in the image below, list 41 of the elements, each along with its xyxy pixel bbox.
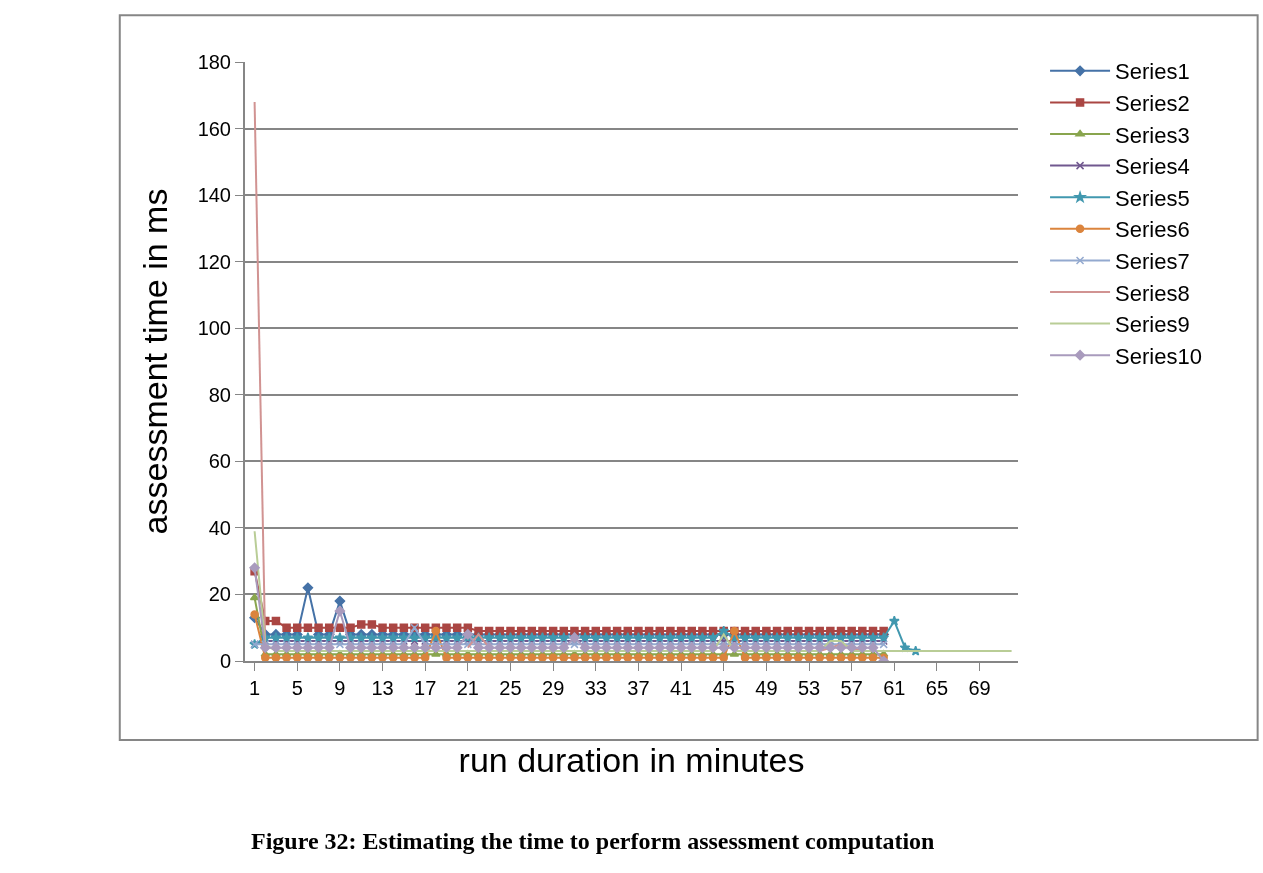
x-tick-label: 69 bbox=[968, 677, 991, 699]
x-tick-label: 61 bbox=[883, 677, 906, 699]
y-tick-label: 20 bbox=[208, 583, 231, 606]
y-tick-label: 120 bbox=[197, 250, 231, 273]
x-tick-label: 65 bbox=[925, 677, 949, 699]
x-tick-label: 25 bbox=[499, 677, 522, 699]
x-tick-label: 41 bbox=[669, 677, 693, 699]
legend-label: Series3 bbox=[1115, 122, 1190, 148]
x-tick-label: 33 bbox=[584, 677, 607, 699]
x-tick-label: 5 bbox=[291, 677, 303, 699]
y-tick-label: 180 bbox=[197, 51, 231, 73]
x-tick-label: 45 bbox=[712, 677, 735, 699]
legend-label: Series9 bbox=[1115, 312, 1190, 338]
y-tick-label: 100 bbox=[197, 317, 231, 340]
legend-label: Series4 bbox=[1115, 154, 1190, 180]
caption: Figure 32: Estimating the time to perform assessment computation bbox=[251, 828, 935, 854]
x-tick-label: 21 bbox=[456, 677, 479, 699]
y-tick-label: 0 bbox=[219, 650, 231, 672]
x-tick-label: 1 bbox=[249, 677, 261, 699]
y-tick-label: 80 bbox=[208, 383, 231, 406]
legend-label: Series10 bbox=[1115, 343, 1202, 369]
y-tick-label: 60 bbox=[208, 450, 231, 473]
legend-label: Series1 bbox=[1115, 59, 1190, 85]
x-tick-label: 53 bbox=[797, 677, 821, 699]
x-tick-label: 29 bbox=[542, 677, 565, 699]
y-tick-label: 40 bbox=[208, 516, 231, 539]
x-axis-title: run duration in minutes bbox=[458, 740, 805, 779]
legend-label: Series7 bbox=[1115, 249, 1190, 274]
y-axis-title: assessment time in ms bbox=[135, 188, 174, 535]
x-tick-label: 17 bbox=[414, 677, 437, 699]
legend-label: Series5 bbox=[1115, 185, 1190, 211]
x-tick-label: 57 bbox=[840, 677, 863, 699]
legend-label: Series6 bbox=[1115, 217, 1190, 243]
y-tick-label: 160 bbox=[197, 117, 231, 140]
x-tick-label: 37 bbox=[627, 677, 650, 699]
x-tick-label: 13 bbox=[371, 677, 394, 699]
x-tick-label: 49 bbox=[755, 677, 778, 699]
legend-label: Series8 bbox=[1115, 280, 1190, 306]
x-tick-label: 9 bbox=[334, 677, 346, 699]
legend-label: Series2 bbox=[1115, 91, 1190, 116]
y-tick-label: 140 bbox=[197, 184, 231, 207]
